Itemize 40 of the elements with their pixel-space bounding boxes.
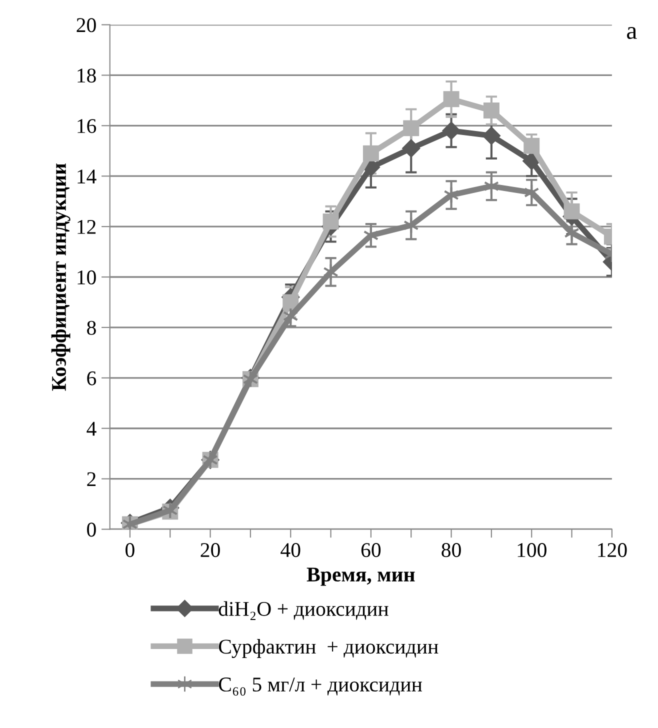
y-tick-label: 10 <box>78 270 96 284</box>
point <box>564 203 580 220</box>
y-tick-label: 12 <box>78 220 96 234</box>
y-tick-label: 8 <box>87 320 96 335</box>
point <box>403 120 420 136</box>
x-tick-label: 20 <box>200 543 220 558</box>
point <box>482 126 500 145</box>
y-tick-label: 4 <box>86 422 96 436</box>
x-tick-label: 80 <box>442 543 461 558</box>
point <box>524 138 540 154</box>
y-tick-label: 16 <box>78 119 96 134</box>
point <box>442 122 460 140</box>
point <box>402 139 420 158</box>
point <box>322 214 339 230</box>
x-tick-label: 40 <box>280 543 300 558</box>
y-tick-label: 0 <box>87 522 96 537</box>
point <box>444 186 459 204</box>
x-tick-label: 60 <box>361 543 381 558</box>
legend-label: diH₂O + диоксидин <box>218 601 388 620</box>
y-tick-label: 14 <box>78 170 96 184</box>
point <box>282 294 299 310</box>
point <box>483 102 500 119</box>
y-axis-title: Коэффициент индукции <box>51 164 70 391</box>
point <box>323 263 338 281</box>
point <box>564 224 580 242</box>
y-tick-label: 2 <box>87 472 96 486</box>
y-tick-label: 6 <box>87 371 96 386</box>
point <box>362 145 379 162</box>
x-tick-label: 100 <box>518 543 546 558</box>
point <box>522 152 541 170</box>
text: a <box>627 27 637 40</box>
point <box>282 307 298 325</box>
legend-label: Сурфактин + диоксидин <box>218 639 438 658</box>
x-tick-label: 0 <box>126 543 134 558</box>
y-tick-label: 18 <box>78 68 96 83</box>
legend-label: C₆₀ 5 мг/л + диоксидин <box>218 678 422 696</box>
x-tick-label: 120 <box>598 543 627 558</box>
x-axis-title: Время, мин <box>306 568 415 586</box>
point <box>443 91 460 108</box>
y-tick-label: 20 <box>76 18 96 32</box>
